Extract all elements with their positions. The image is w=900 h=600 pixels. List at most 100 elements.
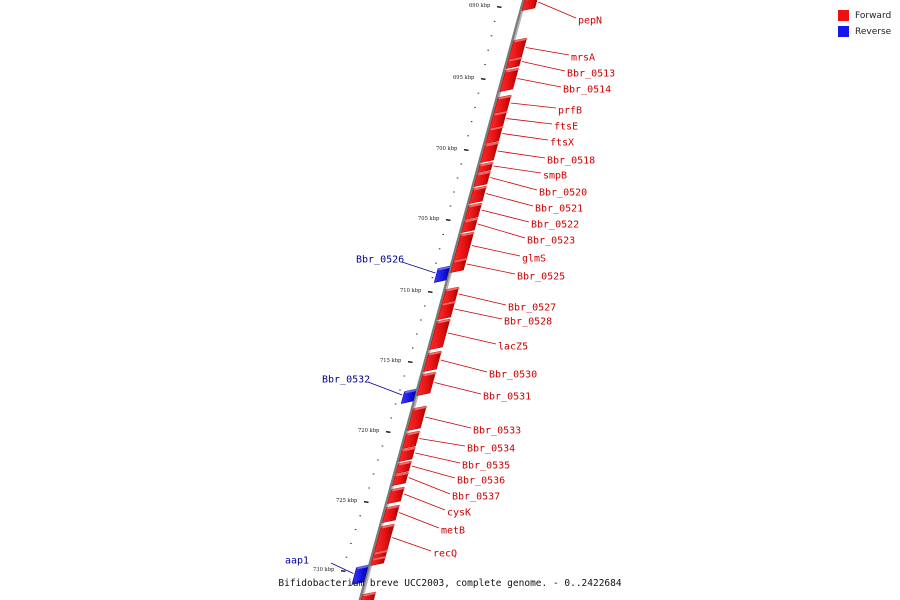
major-tick bbox=[445, 219, 451, 221]
gene-block bbox=[473, 170, 491, 187]
gene-leader-line bbox=[466, 263, 516, 275]
gene-leader-line bbox=[454, 308, 503, 320]
gene-bevel bbox=[398, 461, 413, 466]
gene-bevel bbox=[404, 389, 418, 394]
gene-Bbr_0532 bbox=[400, 388, 418, 404]
gene-bevel bbox=[460, 232, 476, 237]
gene-leader-line bbox=[403, 493, 446, 511]
gene-leader-line bbox=[490, 177, 538, 191]
legend-label-reverse: Reverse bbox=[855, 26, 892, 37]
tick-label: 705 kbp bbox=[418, 216, 440, 222]
gene-leader-line bbox=[434, 382, 482, 395]
gene-bevel bbox=[391, 487, 406, 492]
gene-bevel bbox=[442, 301, 457, 306]
gene-bevel bbox=[513, 38, 528, 43]
gene-smpB bbox=[477, 161, 495, 173]
gene-label-Bbr_0523: Bbr_0523 bbox=[527, 236, 575, 247]
gene-metB bbox=[381, 504, 401, 523]
gene-leader-line bbox=[401, 261, 436, 274]
gene-bevel bbox=[402, 447, 417, 452]
gene-bevel bbox=[453, 258, 468, 263]
gene-block bbox=[381, 504, 400, 523]
gene-bevel bbox=[437, 266, 452, 271]
gene-Bbr_0535 bbox=[398, 446, 417, 462]
gene-block bbox=[423, 350, 442, 372]
gene-block bbox=[521, 0, 538, 11]
legend-item-reverse: Reverse bbox=[838, 24, 900, 39]
major-tick bbox=[463, 149, 469, 151]
major-tick bbox=[427, 291, 433, 293]
gene-Bbr_0518 bbox=[480, 141, 500, 163]
gene-label-Bbr_0514: Bbr_0514 bbox=[563, 85, 611, 96]
gene-bevel bbox=[362, 592, 377, 597]
gene-Bbr_0523 bbox=[461, 217, 479, 233]
gene-leader-line bbox=[408, 477, 451, 495]
gene-block bbox=[416, 371, 437, 396]
gene-block bbox=[485, 125, 504, 144]
gene-label-Bbr_0533: Bbr_0533 bbox=[473, 426, 521, 437]
gene-Bbr_0528 bbox=[437, 300, 457, 320]
gene-block bbox=[351, 564, 369, 585]
gene-bevel bbox=[479, 162, 495, 167]
gene-prfB bbox=[493, 94, 513, 114]
gene-Bbr_0530 bbox=[423, 350, 443, 372]
gene-label-metB: metB bbox=[441, 526, 465, 537]
gene-bevel bbox=[485, 142, 500, 147]
gene-leader-line bbox=[477, 223, 526, 239]
label-layer: pepN mrsA Bbr_0513 Bbr_0514 prfB ftsE ftsX Bbr_… bbox=[285, 1, 615, 574]
gene-bevel bbox=[372, 556, 387, 561]
gene-bevel bbox=[505, 68, 520, 73]
tick-label: 710 kbp bbox=[400, 288, 422, 294]
gene-label-prfB: prfB bbox=[558, 106, 582, 117]
gene-label-cysK: cysK bbox=[447, 508, 471, 519]
major-tick bbox=[363, 501, 369, 503]
gene-Bbr_0537 bbox=[392, 471, 410, 486]
gene-feature bbox=[370, 555, 387, 566]
gene-leader-line bbox=[367, 381, 403, 396]
backbone-layer bbox=[358, 0, 527, 600]
genome-caption: Bifidobacterium breve UCC2003, complete … bbox=[278, 578, 622, 589]
gene-bevel bbox=[386, 505, 401, 510]
gene-bevel bbox=[493, 111, 509, 116]
gene-leader-line bbox=[481, 209, 530, 223]
gene-label-pepN: pepN bbox=[578, 16, 602, 27]
gene-block bbox=[387, 486, 405, 504]
gene-block bbox=[402, 430, 420, 449]
gene-leader-line bbox=[458, 293, 507, 306]
tick-label: 720 kbp bbox=[358, 428, 380, 434]
legend: Forward Reverse bbox=[838, 8, 900, 40]
gene-lacZ5 bbox=[429, 318, 452, 350]
tick-label: 725 kbp bbox=[336, 498, 358, 504]
gene-cysK bbox=[387, 486, 406, 504]
gene-label-Bbr_0530: Bbr_0530 bbox=[489, 370, 537, 381]
gene-aap1 bbox=[351, 564, 370, 585]
gene-label-Bbr_0522: Bbr_0522 bbox=[531, 220, 579, 231]
gene-bevel bbox=[395, 472, 410, 477]
gene-label-ftsE: ftsE bbox=[554, 122, 578, 133]
gene-label-Bbr_0531: Bbr_0531 bbox=[483, 392, 531, 403]
gene-bevel bbox=[381, 524, 396, 529]
gene-bevel bbox=[406, 431, 421, 436]
gene-leader-line bbox=[517, 78, 562, 88]
gene-label-Bbr_0527: Bbr_0527 bbox=[508, 303, 556, 314]
gene-label-glmS: glmS bbox=[522, 254, 546, 265]
gene-label-Bbr_0513: Bbr_0513 bbox=[567, 69, 615, 80]
gene-label-Bbr_0525: Bbr_0525 bbox=[517, 272, 565, 283]
gene-leader-line bbox=[415, 452, 461, 464]
gene-Bbr_0521 bbox=[468, 185, 488, 204]
gene-label-Bbr_0537: Bbr_0537 bbox=[452, 492, 500, 503]
gene-Bbr_0534 bbox=[402, 430, 421, 449]
gene-leader-line bbox=[510, 102, 557, 109]
gene-Bbr_0525 bbox=[450, 257, 468, 273]
gene-bevel bbox=[437, 319, 452, 324]
gene-feature bbox=[360, 591, 377, 600]
major-tick bbox=[385, 431, 391, 433]
gene-bevel bbox=[464, 218, 479, 223]
gene-leader-line bbox=[419, 438, 466, 447]
gene-label-smpB: smpB bbox=[543, 171, 567, 182]
gene-label-Bbr_0526: Bbr_0526 bbox=[356, 255, 404, 266]
gene-leader-line bbox=[471, 245, 521, 257]
gene-label-Bbr_0521: Bbr_0521 bbox=[535, 204, 583, 215]
gene-leader-line bbox=[447, 332, 497, 345]
